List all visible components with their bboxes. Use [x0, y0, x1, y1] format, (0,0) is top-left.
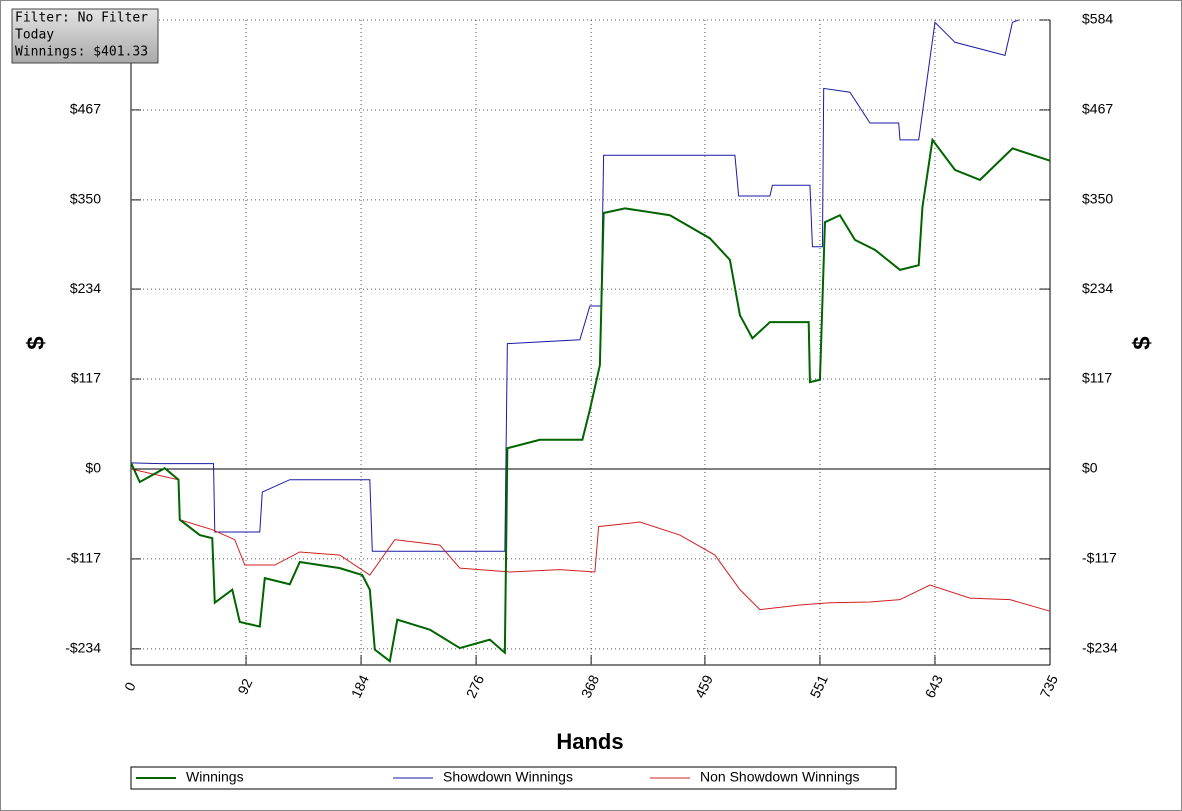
y2-tick-label: $467 [1082, 101, 1113, 117]
y2-tick-label: $234 [1082, 280, 1113, 296]
y2-tick-label: $117 [1082, 370, 1112, 386]
y2-tick-label: $584 [1082, 11, 1113, 27]
y-tick-label: -$117 [66, 550, 101, 566]
y-tick-label: $0 [85, 460, 101, 476]
y2-tick-label: $0 [1082, 460, 1098, 476]
y-axis-title: $ [22, 336, 49, 350]
y-tick-label: $117 [71, 370, 101, 386]
y2-tick-label: -$117 [1082, 550, 1117, 566]
series-line [131, 137, 1051, 663]
series-line [131, 468, 1051, 612]
info-text: Filter: No Filter [15, 11, 148, 26]
y-tick-label: $467 [70, 101, 101, 117]
y2-tick-label: $350 [1082, 191, 1113, 207]
y-tick-label: -$234 [65, 640, 101, 656]
info-text: Winnings: $401.33 [15, 45, 148, 60]
series-line [131, 19, 1019, 552]
y2-axis-title: $ [1128, 336, 1155, 350]
x-tick-label: 92 [234, 676, 255, 697]
x-axis-title: Hands [556, 729, 623, 754]
info-box [11, 8, 159, 64]
y2-tick-label: -$234 [1082, 640, 1118, 656]
y-tick-label: $350 [70, 191, 101, 207]
legend-label: Winnings [186, 769, 244, 785]
legend-label: Showdown Winnings [443, 769, 573, 785]
legend-label: Non Showdown Winnings [700, 769, 860, 785]
info-text: Today [15, 28, 54, 43]
legend [130, 766, 897, 790]
y-tick-label: $234 [70, 280, 101, 296]
